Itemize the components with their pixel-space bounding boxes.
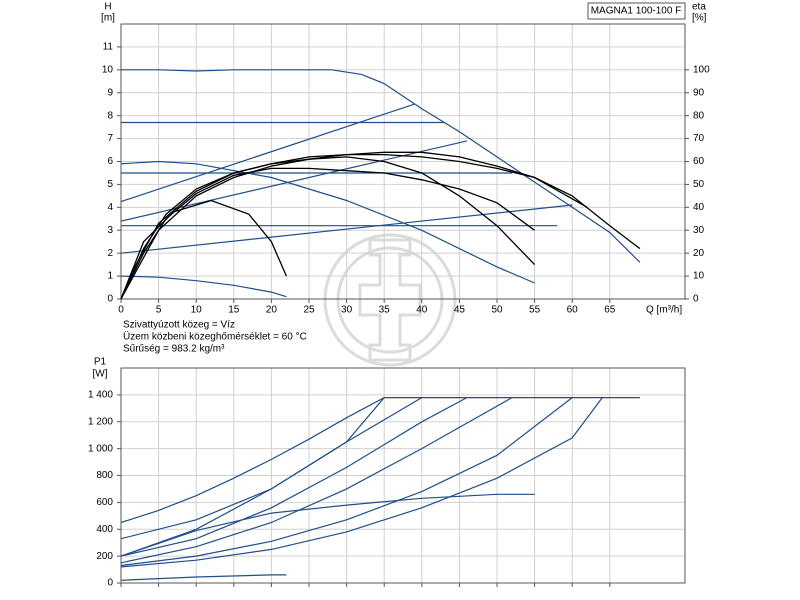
x-tick-label: 35 — [379, 305, 391, 316]
curve — [120, 151, 641, 300]
y-tick-label: 0 — [107, 578, 113, 589]
x-tick-label: 5 — [156, 305, 162, 316]
watermark — [323, 233, 457, 367]
curve — [120, 103, 415, 203]
x-label: Q [m³/h] — [646, 305, 682, 316]
title-box — [587, 2, 686, 20]
y-tick-label: 7 — [107, 133, 113, 144]
y2-tick-label: 20 — [693, 248, 705, 259]
curve — [120, 397, 468, 557]
curve — [120, 167, 535, 300]
curve — [120, 397, 640, 524]
y2-tick-label: 100 — [693, 64, 710, 75]
note: Szivattyúzott közeg = Víz — [123, 320, 235, 331]
curve — [120, 493, 535, 557]
curve — [120, 397, 603, 568]
y-tick-label: 1 200 — [88, 416, 113, 427]
y-tick-label: 10 — [102, 64, 114, 75]
x-tick-label: 50 — [491, 305, 503, 316]
chart-title: MAGNA1 100-100 F — [591, 6, 682, 17]
x-tick-label: 60 — [567, 305, 579, 316]
curve — [120, 199, 287, 300]
y2-tick-label: 0 — [693, 294, 699, 305]
x-tick-label: 15 — [228, 305, 240, 316]
y2-tick-label: 30 — [693, 225, 705, 236]
x-tick-label: 0 — [118, 305, 124, 316]
curve — [120, 275, 287, 298]
y-label: P1 — [94, 357, 107, 368]
y-tick-label: 200 — [96, 551, 113, 562]
curve — [120, 156, 536, 300]
y-tick-label: 8 — [107, 110, 113, 121]
curve — [120, 153, 588, 300]
y-tick-label: 4 — [107, 202, 113, 213]
curve — [120, 204, 573, 254]
curve — [121, 69, 641, 263]
y-unit: [W] — [93, 369, 108, 380]
y-tick-label: 400 — [96, 524, 113, 535]
note: Sűrűség = 983.2 kg/m³ — [123, 344, 225, 355]
curve — [120, 397, 513, 564]
note: Üzem közbeni közeghőmérséklet = 60 °C — [123, 331, 307, 343]
y2-unit: [%] — [692, 13, 707, 24]
y-label: H — [104, 2, 111, 13]
y2-tick-label: 40 — [693, 202, 705, 213]
x-tick-label: 40 — [416, 305, 428, 316]
y-tick-label: 1 — [107, 271, 113, 282]
curve — [120, 397, 423, 557]
y2-tick-label: 50 — [693, 179, 705, 190]
x-tick-label: 65 — [604, 305, 616, 316]
y2-tick-label: 70 — [693, 133, 705, 144]
x-tick-label: 25 — [303, 305, 315, 316]
y2-tick-label: 10 — [693, 271, 705, 282]
y2-label: eta — [692, 2, 706, 13]
y-tick-label: 5 — [107, 179, 113, 190]
y-unit: [m] — [101, 13, 115, 24]
y-tick-label: 6 — [107, 156, 113, 167]
y-tick-label: 0 — [107, 294, 113, 305]
y-tick-label: 9 — [107, 87, 113, 98]
curve — [120, 160, 535, 284]
x-tick-label: 55 — [529, 305, 541, 316]
curve — [120, 574, 287, 581]
y2-tick-label: 80 — [693, 110, 705, 121]
y-tick-label: 1 000 — [88, 443, 113, 454]
y2-tick-label: 90 — [693, 87, 705, 98]
y-tick-label: 1 400 — [88, 390, 113, 401]
y-tick-label: 2 — [107, 248, 113, 259]
x-tick-label: 45 — [454, 305, 466, 316]
x-tick-label: 10 — [191, 305, 203, 316]
y-tick-label: 800 — [96, 470, 113, 481]
y2-tick-label: 60 — [693, 156, 705, 167]
curve — [120, 397, 573, 567]
y-tick-label: 11 — [103, 42, 114, 53]
x-tick-label: 30 — [341, 305, 353, 316]
y-tick-label: 3 — [107, 225, 113, 236]
y-tick-label: 600 — [96, 497, 113, 508]
x-tick-label: 20 — [266, 305, 278, 316]
